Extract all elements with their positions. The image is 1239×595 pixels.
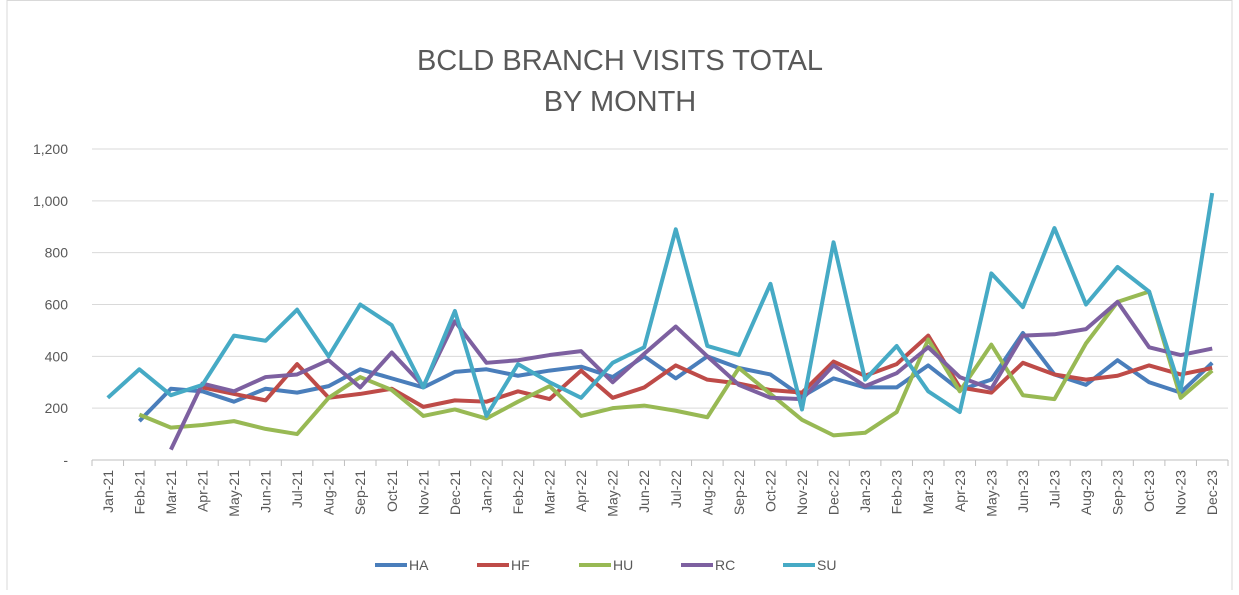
chart-title: BCLD BRANCH VISITS TOTAL xyxy=(417,45,823,77)
x-tick-label: Apr-21 xyxy=(194,470,210,512)
x-tick-label: Oct-21 xyxy=(384,470,400,512)
x-tick-label: Apr-22 xyxy=(573,470,589,512)
x-tick-label: Jan-21 xyxy=(100,470,116,513)
x-tick-label: Nov-22 xyxy=(794,470,810,515)
x-tick-label: Aug-22 xyxy=(699,470,715,515)
legend-label: HF xyxy=(511,557,530,573)
legend-label: RC xyxy=(715,557,735,573)
chart-subtitle: BY MONTH xyxy=(544,86,697,118)
y-tick-label: 800 xyxy=(45,245,69,261)
y-tick-label: 200 xyxy=(45,400,69,416)
x-tick-label: Sep-21 xyxy=(352,470,368,515)
x-tick-label: Apr-23 xyxy=(952,470,968,512)
x-tick-label: May-21 xyxy=(226,470,242,517)
x-tick-label: Feb-22 xyxy=(510,470,526,515)
series-line xyxy=(138,289,1214,438)
x-tick-label: May-22 xyxy=(605,470,621,517)
x-tick-label: Jul-21 xyxy=(289,470,305,508)
x-tick-label: Jul-22 xyxy=(668,470,684,508)
y-tick-label: 600 xyxy=(45,297,69,313)
y-tick-label: 1,200 xyxy=(33,141,68,157)
y-tick-label: 400 xyxy=(45,348,69,364)
x-tick-label: Dec-23 xyxy=(1204,470,1220,515)
x-tick-label: Nov-21 xyxy=(415,470,431,515)
series-line xyxy=(202,333,1213,409)
series-line xyxy=(106,192,1215,418)
x-tick-label: Feb-21 xyxy=(131,470,147,515)
x-tick-label: Sep-22 xyxy=(731,470,747,515)
x-tick-label: Nov-23 xyxy=(1173,470,1189,515)
x-tick-label: Dec-22 xyxy=(826,470,842,515)
x-tick-label: Aug-21 xyxy=(321,470,337,515)
series-line xyxy=(169,299,1213,451)
x-tick-label: Mar-22 xyxy=(542,470,558,515)
x-tick-label: Jan-23 xyxy=(857,470,873,513)
x-tick-label: May-23 xyxy=(983,470,999,517)
x-tick-label: Mar-23 xyxy=(920,470,936,515)
legend-label: HA xyxy=(409,557,429,573)
x-tick-label: Dec-21 xyxy=(447,470,463,515)
y-tick-label: 1,000 xyxy=(33,193,68,209)
y-tick-label: - xyxy=(63,452,68,468)
legend-label: HU xyxy=(613,557,633,573)
x-tick-label: Sep-23 xyxy=(1110,470,1126,515)
x-tick-label: Feb-23 xyxy=(889,470,905,515)
x-tick-label: Oct-23 xyxy=(1141,470,1157,512)
x-tick-label: Jul-23 xyxy=(1046,470,1062,508)
x-tick-label: Oct-22 xyxy=(762,470,778,512)
x-tick-label: Mar-21 xyxy=(163,470,179,515)
x-tick-label: Jun-22 xyxy=(636,470,652,513)
legend-label: SU xyxy=(817,557,836,573)
x-tick-label: Jun-23 xyxy=(1015,470,1031,513)
x-tick-label: Aug-23 xyxy=(1078,470,1094,515)
x-tick-label: Jan-22 xyxy=(478,470,494,513)
x-tick-label: Jun-21 xyxy=(258,470,274,513)
